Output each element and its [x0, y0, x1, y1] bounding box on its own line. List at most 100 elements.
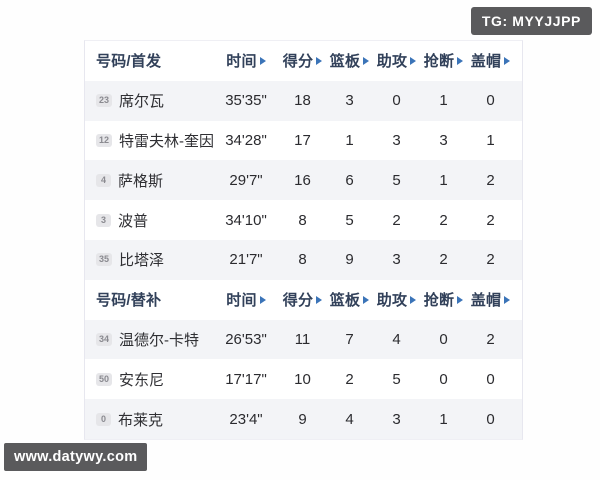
stat-assists: 3	[392, 131, 401, 149]
player-name: 温德尔-卡特	[119, 331, 200, 349]
sortable-column-header-steals[interactable]: 抢断	[420, 289, 467, 310]
stat-steals: 0	[439, 330, 448, 348]
player-row[interactable]: 0 布莱克 23'4" 9 4 3 1 0	[85, 399, 522, 439]
player-name: 安东尼	[119, 371, 165, 389]
player-cell: 0 布莱克	[85, 409, 213, 430]
stat-rebounds: 1	[345, 131, 354, 149]
player-cell: 4 萨格斯	[85, 170, 213, 191]
jersey-number-badge: 35	[96, 253, 113, 267]
sort-arrow-icon	[316, 56, 323, 65]
stat-blocks: 2	[486, 171, 495, 189]
player-name: 比塔泽	[119, 252, 165, 270]
website-watermark-badge: www.datywy.com	[4, 443, 148, 471]
jersey-number-badge: 0	[96, 412, 111, 426]
stat-steals: 0	[439, 370, 448, 388]
sort-arrow-icon	[363, 56, 370, 65]
stat-time: 34'10"	[225, 211, 267, 229]
player-row[interactable]: 3 波普 34'10" 8 5 2 2 2	[85, 200, 522, 240]
stat-blocks: 2	[486, 330, 495, 348]
stat-assists: 3	[392, 410, 401, 428]
stat-points: 8	[298, 211, 307, 229]
stat-rebounds: 3	[345, 92, 354, 110]
sortable-column-header-points[interactable]: 得分	[279, 50, 326, 71]
column-header-label: 助攻	[376, 292, 408, 310]
sortable-column-header-blocks[interactable]: 盖帽	[467, 289, 514, 310]
sortable-column-header-assists[interactable]: 助攻	[373, 50, 420, 71]
sort-arrow-icon	[363, 295, 370, 304]
player-row[interactable]: 50 安东尼 17'17" 10 2 5 0 0	[85, 359, 522, 400]
stat-time: 21'7"	[229, 251, 263, 269]
stat-assists: 4	[392, 330, 401, 348]
sortable-column-header-blocks[interactable]: 盖帽	[467, 50, 514, 71]
telegram-watermark-badge: TG: MYYJJPP	[470, 7, 592, 35]
sort-arrow-icon	[504, 295, 511, 304]
column-header-label: 得分	[282, 292, 314, 310]
column-header-label: 抢断	[423, 53, 455, 71]
jersey-number-badge: 23	[96, 94, 113, 108]
sortable-column-header-points[interactable]: 得分	[279, 289, 326, 310]
stat-points: 8	[298, 251, 307, 269]
sort-arrow-icon	[259, 295, 266, 304]
stat-time: 34'28"	[225, 131, 267, 149]
sortable-column-header-rebounds[interactable]: 篮板	[326, 289, 373, 310]
column-header-label: 盖帽	[470, 292, 502, 310]
jersey-number-badge: 12	[96, 133, 113, 147]
sort-arrow-icon	[410, 56, 417, 65]
stat-points: 11	[294, 330, 311, 348]
stat-blocks: 2	[486, 211, 495, 229]
player-row[interactable]: 12 特雷夫林-奎因 34'28" 17 1 3 3 1	[85, 120, 522, 161]
stat-blocks: 0	[486, 410, 495, 428]
column-header-label: 篮板	[329, 53, 361, 71]
player-row[interactable]: 23 席尔瓦 35'35" 18 3 0 1 0	[85, 80, 522, 121]
jersey-number-badge: 34	[96, 332, 113, 346]
sortable-column-header-rebounds[interactable]: 篮板	[326, 50, 373, 71]
stat-points: 9	[298, 410, 307, 428]
stat-blocks: 0	[486, 92, 495, 110]
stat-rebounds: 5	[345, 211, 354, 229]
sort-arrow-icon	[504, 56, 511, 65]
player-cell: 12 特雷夫林-奎因	[85, 130, 213, 151]
player-row[interactable]: 35 比塔泽 21'7" 8 9 3 2 2	[85, 239, 522, 280]
stat-points: 10	[294, 370, 311, 388]
column-header-label: 得分	[282, 53, 314, 71]
stat-blocks: 1	[486, 131, 495, 149]
sort-arrow-icon	[316, 295, 323, 304]
column-header-label: 时间	[226, 53, 257, 71]
stat-points: 18	[294, 92, 311, 110]
jersey-number-badge: 3	[96, 213, 111, 227]
player-row[interactable]: 34 温德尔-卡特 26'53" 11 7 4 0 2	[85, 319, 522, 360]
table-header-row: 号码/首发 时间 得分 篮板 助攻 抢断 盖帽	[85, 41, 522, 81]
stat-steals: 2	[439, 211, 448, 229]
column-header-label: 抢断	[423, 292, 455, 310]
sortable-column-header-steals[interactable]: 抢断	[420, 50, 467, 71]
table-header-row: 号码/替补 时间 得分 篮板 助攻 抢断 盖帽	[85, 279, 522, 320]
stat-time: 35'35"	[225, 92, 267, 110]
jersey-number-badge: 4	[96, 173, 111, 187]
stat-time: 26'53"	[225, 330, 267, 348]
column-header-label: 盖帽	[470, 53, 502, 71]
sort-arrow-icon	[457, 56, 464, 65]
player-row[interactable]: 4 萨格斯 29'7" 16 6 5 1 2	[85, 160, 522, 201]
column-header-group-label: 号码/替补	[96, 292, 162, 310]
sort-arrow-icon	[457, 295, 464, 304]
stat-rebounds: 4	[345, 410, 354, 428]
stat-time: 23'4"	[229, 410, 263, 428]
stat-assists: 5	[392, 370, 401, 388]
sortable-column-header-time[interactable]: 时间	[213, 50, 279, 71]
stat-steals: 3	[439, 131, 448, 149]
player-cell: 34 温德尔-卡特	[85, 329, 213, 350]
sortable-column-header-assists[interactable]: 助攻	[373, 289, 420, 310]
player-name: 波普	[118, 212, 149, 230]
sortable-column-header-time[interactable]: 时间	[213, 289, 279, 310]
player-name: 特雷夫林-奎因	[119, 132, 213, 150]
stat-steals: 1	[439, 410, 448, 428]
stat-time: 17'17"	[225, 370, 267, 388]
column-header-label: 时间	[226, 292, 257, 310]
player-cell: 3 波普	[85, 210, 213, 231]
column-header-label: 助攻	[376, 53, 408, 71]
player-cell: 50 安东尼	[85, 369, 213, 390]
player-name: 席尔瓦	[119, 93, 165, 111]
player-cell: 23 席尔瓦	[85, 90, 213, 111]
stat-steals: 1	[439, 171, 448, 189]
stat-time: 29'7"	[229, 171, 263, 189]
